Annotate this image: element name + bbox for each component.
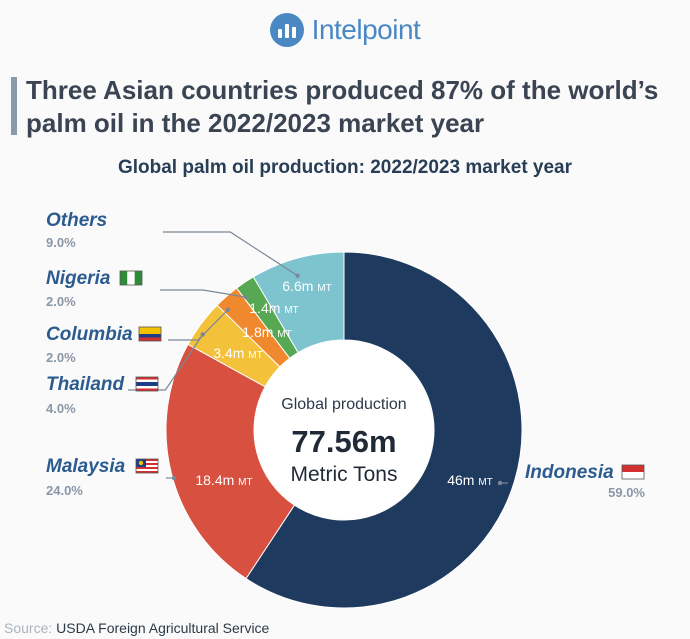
legend-share-columbia: 2.0% [46, 350, 76, 365]
slice-indonesia [245, 251, 523, 609]
flag-stripe [136, 459, 158, 461]
source-label: Source: [4, 620, 53, 636]
legend-name-columbia: Columbia [46, 324, 133, 345]
center-title: Global production [281, 396, 406, 413]
flag-band [136, 377, 158, 380]
slice-malaysia [165, 343, 296, 580]
flag-band-blue [139, 334, 161, 338]
connector-dot-columbia [225, 307, 231, 312]
legend-name-others: Others [46, 210, 107, 231]
chart-title: Global palm oil production: 2022/2023 ma… [117, 157, 573, 178]
flag-stripe [136, 465, 158, 467]
legend-name-thailand: Thailand [46, 374, 125, 395]
connector-dot-indonesia [497, 480, 503, 486]
flag-stripe [136, 469, 158, 471]
colombia-flag-icon [138, 326, 162, 342]
flag-band-red [139, 337, 161, 341]
connector-nigeria [160, 289, 247, 298]
legend-share-indonesia: 59.0% [608, 485, 645, 500]
connector-columbia [168, 309, 229, 341]
flag-border [138, 326, 162, 342]
flag-moon [138, 460, 144, 466]
legend-name-indonesia: Indonesia [525, 462, 614, 483]
source-text: USDA Foreign Agricultural Service [56, 620, 270, 636]
brand-header: Intelpoint [0, 12, 690, 48]
legend-share-others: 9.0% [46, 235, 76, 250]
legend-share-thailand: 4.0% [46, 401, 76, 416]
value-label-thailand: 3.4m MT [213, 345, 262, 361]
legend-share-malaysia: 24.0% [46, 483, 83, 498]
connector-dot-nigeria [243, 294, 249, 300]
flag-band [136, 388, 158, 391]
legend-name-malaysia: Malaysia [46, 456, 126, 477]
bar-chart-circle-icon [269, 13, 304, 47]
flag-band [136, 386, 158, 389]
flag-band-middle [127, 271, 135, 285]
headline: Three Asian countries produced 87% of th… [26, 75, 659, 138]
value-label-nigeria: 1.4m MT [249, 300, 298, 316]
connector-dot-malaysia [171, 475, 177, 481]
flag-band-top [622, 465, 644, 472]
flag-border [621, 464, 645, 480]
flag-stripe [136, 471, 158, 473]
value-label-indonesia: 46m MT [447, 472, 493, 488]
flag-band-left [120, 271, 128, 285]
flag-band [136, 379, 158, 382]
headline-accent-bar [11, 77, 17, 135]
flag-band-right [134, 271, 142, 285]
value-label-malaysia: 18.4m MT [195, 472, 252, 488]
flag-border [135, 376, 159, 392]
value-label-columbia: 1.8m MT [242, 324, 291, 340]
center-unit: Metric Tons [291, 463, 398, 486]
indonesia-flag-icon [621, 464, 645, 480]
flag-band-yellow [139, 327, 161, 334]
value-label-others: 6.6m MT [282, 278, 331, 294]
flag-stripe [136, 463, 158, 465]
nigeria-flag-icon [119, 270, 143, 286]
thailand-flag-icon [135, 376, 159, 392]
center-value: 77.56m [291, 424, 396, 459]
slice-others [252, 251, 345, 354]
malaysia-flag-icon [135, 458, 159, 474]
connector-dot-others [295, 273, 300, 278]
flag-band [136, 382, 158, 386]
flag-border [135, 458, 159, 474]
brand-name: Intelpoint [311, 14, 421, 45]
flag-stripe [136, 467, 158, 469]
connector-others [163, 231, 298, 277]
flag-stripe [136, 461, 158, 463]
flag-band-bottom [622, 472, 644, 479]
donut-hole [255, 341, 433, 519]
legend-name-nigeria: Nigeria [46, 268, 111, 289]
legend-share-nigeria: 2.0% [46, 294, 76, 309]
flag-border [119, 270, 143, 286]
source-note: Source: USDA Foreign Agricultural Servic… [4, 620, 269, 636]
